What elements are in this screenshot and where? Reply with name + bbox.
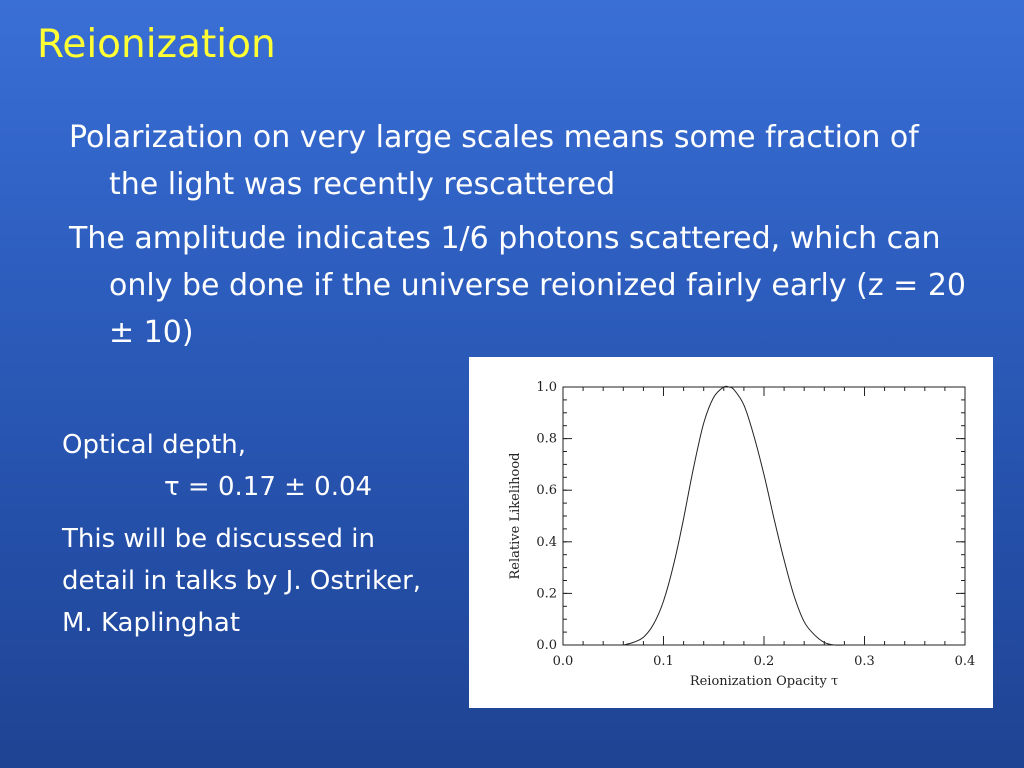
bullet-polarization: Polarization on very large scales means … bbox=[69, 120, 919, 202]
optical-depth-text: Optical depth, τ = 0.17 ± 0.04 bbox=[62, 424, 442, 508]
slide-title: Reionization bbox=[37, 22, 276, 67]
y-tick-label: 0.2 bbox=[536, 586, 557, 601]
y-tick-label: 0.4 bbox=[536, 535, 557, 550]
y-tick-label: 0.6 bbox=[536, 483, 557, 498]
y-tick-label: 1.0 bbox=[536, 380, 557, 395]
x-tick-label: 0.2 bbox=[754, 654, 775, 669]
bullet-amplitude: The amplitude indicates 1/6 photons scat… bbox=[69, 221, 966, 350]
discussion-note: This will be discussed in detail in talk… bbox=[62, 524, 422, 638]
optical-depth-value: τ = 0.17 ± 0.04 bbox=[164, 472, 373, 502]
y-tick-label: 0.0 bbox=[536, 638, 557, 653]
plot-frame bbox=[562, 386, 966, 646]
tick-labels: 0.0 0.1 0.2 0.3 0.4 0.0 0.2 0.4 0.6 0.8 1.0 bbox=[536, 380, 975, 669]
bullet-list: Polarization on very large scales means … bbox=[69, 114, 969, 363]
x-tick-label: 0.0 bbox=[553, 654, 574, 669]
y-axis-label: Relative Likelihood bbox=[508, 453, 523, 580]
axis-ticks bbox=[562, 386, 966, 646]
likelihood-chart-panel: 0.0 0.1 0.2 0.3 0.4 0.0 0.2 0.4 0.6 0.8 1.0 Reioni… bbox=[469, 357, 993, 708]
side-text: Optical depth, τ = 0.17 ± 0.04 This will… bbox=[62, 424, 442, 654]
optical-depth-label: Optical depth, bbox=[62, 430, 247, 460]
x-tick-label: 0.3 bbox=[854, 654, 875, 669]
x-axis-label: Reionization Opacity τ bbox=[690, 674, 838, 689]
x-tick-label: 0.4 bbox=[955, 654, 976, 669]
x-tick-label: 0.1 bbox=[653, 654, 674, 669]
likelihood-curve bbox=[623, 385, 855, 646]
y-tick-label: 0.8 bbox=[536, 432, 557, 447]
likelihood-chart: 0.0 0.1 0.2 0.3 0.4 0.0 0.2 0.4 0.6 0.8 1.0 Reioni… bbox=[508, 380, 975, 689]
